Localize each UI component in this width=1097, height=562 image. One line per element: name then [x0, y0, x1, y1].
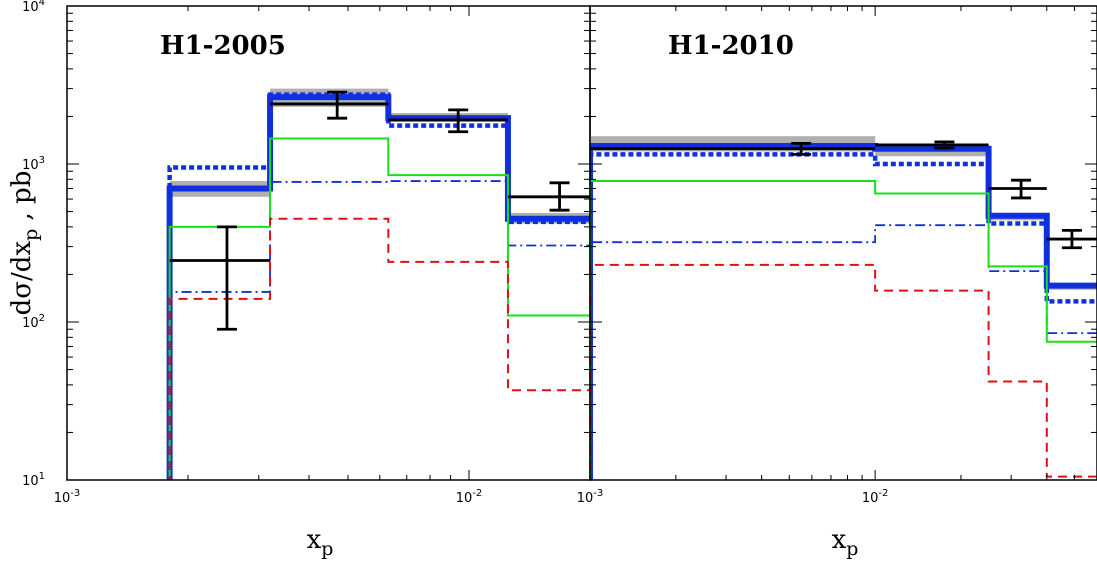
series-line-dashed: [590, 263, 1097, 480]
tick-group: 10-3 10-2 101 102 103 104: [22, 0, 591, 506]
panel-title: H1-2005: [160, 31, 286, 61]
x-tick-label: 10-2: [456, 488, 483, 506]
series-line-dash-dot: [168, 180, 590, 480]
x-tick-label: 10-3: [54, 488, 81, 506]
series-line-solid: [590, 180, 1097, 480]
panel-h1-2005: 10-3 10-2 101 102 103 104 H1-2005 xp: [22, 0, 731, 560]
tick-group: 10-3 10-2: [577, 5, 1097, 506]
y-tick-label: 102: [22, 313, 45, 331]
y-tick-label: 104: [22, 0, 45, 15]
series-group: [590, 136, 1097, 480]
y-tick-label: 103: [22, 155, 45, 173]
data-point: [169, 225, 271, 331]
data-point: [1046, 228, 1097, 250]
x-axis-label: xp: [307, 525, 334, 560]
x-axis-label: xp: [832, 525, 859, 560]
series-line-dotted: [590, 152, 1097, 480]
data-point: [388, 108, 508, 134]
data-point: [270, 90, 389, 120]
y-axis-label: dσ/dxp , pb: [7, 171, 42, 316]
series-group: [166, 88, 731, 480]
data-point: [590, 142, 876, 156]
band-segment: [611, 337, 714, 344]
plot-frame: [589, 5, 1097, 481]
data-point: [611, 269, 714, 309]
series-line-thick-solid: [590, 142, 1097, 480]
data-point: [875, 140, 989, 150]
band-segment: [713, 452, 731, 457]
data-point: [507, 181, 590, 212]
plot-frame: [66, 5, 591, 481]
panel-title: H1-2010: [668, 31, 794, 61]
y-tick-label: 101: [22, 471, 45, 489]
panel-h1-2010: 10-3 10-2 H1-2010 xp: [577, 5, 1097, 560]
x-tick-label: 10-3: [577, 488, 604, 506]
series-line-dashed: [168, 217, 590, 480]
data-point: [988, 178, 1047, 200]
x-tick-label: 10-2: [862, 488, 889, 506]
